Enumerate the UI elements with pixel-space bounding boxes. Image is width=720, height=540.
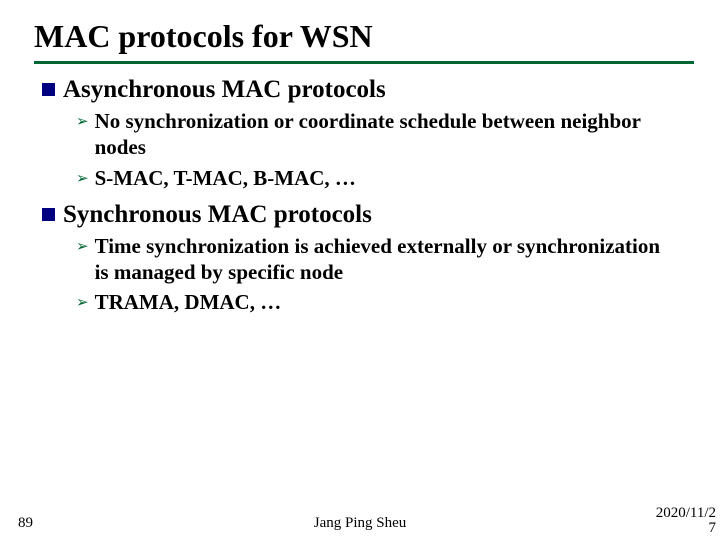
- footer-date-line1: 2020/11/2: [656, 505, 716, 521]
- arrow-icon: ➢: [76, 112, 89, 130]
- section-1-item-1-text: No synchronization or coordinate schedul…: [95, 108, 675, 161]
- section-2: Synchronous MAC protocols: [42, 201, 710, 229]
- arrow-icon: ➢: [76, 293, 89, 311]
- section-1-item-2-text: S-MAC, T-MAC, B-MAC, …: [95, 165, 356, 191]
- section-1-heading: Asynchronous MAC protocols: [63, 76, 386, 104]
- slide-title: MAC protocols for WSN: [34, 18, 710, 55]
- section-1-item-1: ➢ No synchronization or coordinate sched…: [76, 108, 710, 161]
- section-1: Asynchronous MAC protocols: [42, 76, 710, 104]
- arrow-icon: ➢: [76, 169, 89, 187]
- footer-author: Jang Ping Sheu: [0, 515, 720, 532]
- footer-date-line2: 7: [709, 520, 717, 536]
- section-2-item-1: ➢ Time synchronization is achieved exter…: [76, 233, 710, 286]
- section-2-item-2: ➢ TRAMA, DMAC, …: [76, 289, 710, 315]
- title-rule: [34, 61, 694, 64]
- footer: 89 Jang Ping Sheu 2020/11/2 7: [0, 508, 720, 534]
- section-2-item-2-text: TRAMA, DMAC, …: [95, 289, 282, 315]
- arrow-icon: ➢: [76, 237, 89, 255]
- section-2-heading-row: Synchronous MAC protocols: [42, 201, 710, 229]
- section-1-item-2: ➢ S-MAC, T-MAC, B-MAC, …: [76, 165, 710, 191]
- square-bullet-icon: [42, 83, 55, 96]
- square-bullet-icon: [42, 208, 55, 221]
- section-1-heading-row: Asynchronous MAC protocols: [42, 76, 710, 104]
- footer-date: 2020/11/2 7: [656, 506, 716, 536]
- slide: MAC protocols for WSN Asynchronous MAC p…: [0, 0, 720, 540]
- section-2-heading: Synchronous MAC protocols: [63, 201, 372, 229]
- section-2-item-1-text: Time synchronization is achieved externa…: [95, 233, 675, 286]
